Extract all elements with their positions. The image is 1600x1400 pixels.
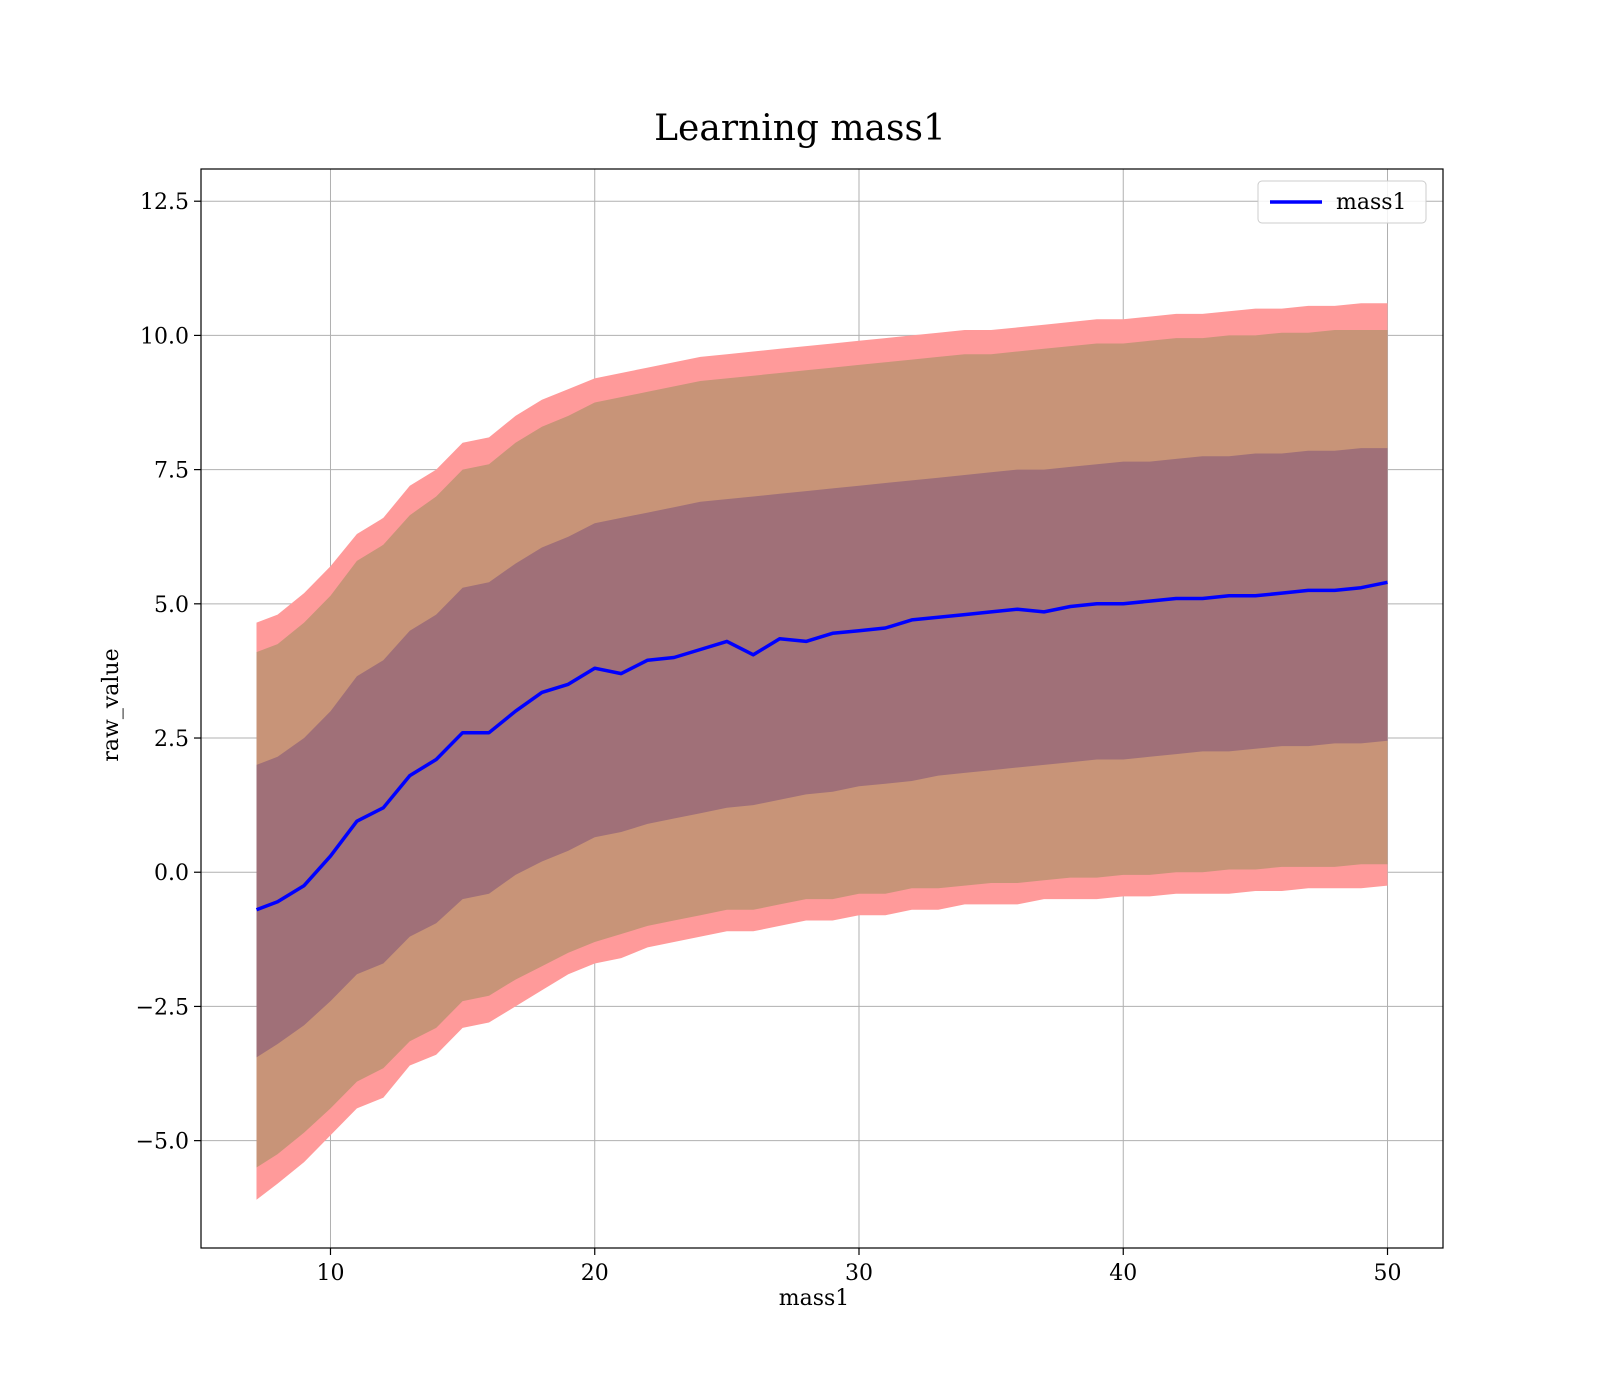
- legend-label-mass1: mass1: [1336, 190, 1407, 215]
- y-tick-label: 7.5: [154, 459, 189, 484]
- y-tick-label: 10.0: [140, 324, 189, 349]
- bands: [256, 303, 1388, 1200]
- y-tick-label: −2.5: [136, 995, 189, 1020]
- x-axis-ticks: 10 20 30 40 50: [316, 1248, 1402, 1286]
- x-tick-label: 20: [581, 1261, 609, 1286]
- x-tick-label: 30: [845, 1261, 873, 1286]
- x-tick-label: 50: [1374, 1261, 1402, 1286]
- x-axis-label: mass1: [779, 1286, 850, 1311]
- chart-title: Learning mass1: [654, 108, 946, 149]
- y-axis-label: raw_value: [99, 648, 124, 761]
- y-tick-label: 2.5: [154, 727, 189, 752]
- series-lines: [255, 580, 1388, 912]
- y-tick-label: 5.0: [154, 593, 189, 618]
- legend-box: [1257, 180, 1427, 224]
- y-tick-label: 0.0: [154, 861, 189, 886]
- y-tick-label: 12.5: [140, 190, 189, 215]
- legend: mass1: [1257, 180, 1427, 224]
- plot-frame: [200, 168, 1444, 1249]
- series-line-mass1: [255, 580, 1388, 912]
- x-tick-label: 10: [316, 1261, 344, 1286]
- y-axis-ticks: −5.0 −2.5 0.0 2.5 5.0 7.5 10.0 12.5: [136, 190, 201, 1155]
- x-tick-label: 40: [1109, 1261, 1137, 1286]
- y-tick-label: −5.0: [136, 1130, 189, 1155]
- band-inner: [256, 448, 1388, 1058]
